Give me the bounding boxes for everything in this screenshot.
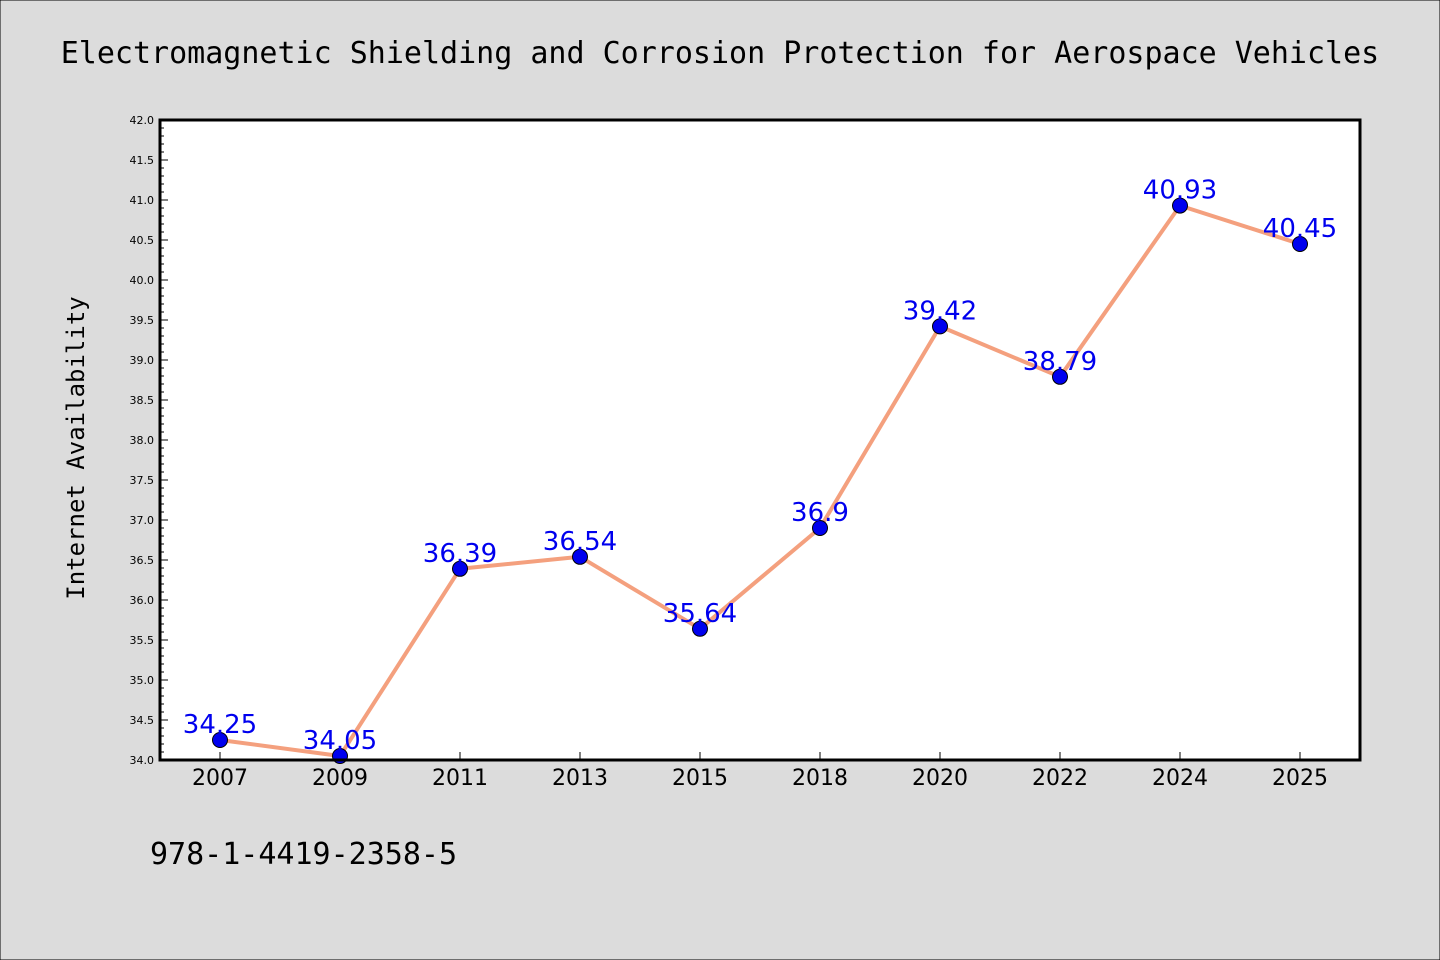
data-label: 40.45 — [1263, 214, 1337, 244]
y-tick-label: 37.0 — [130, 514, 155, 527]
data-label: 39.42 — [903, 296, 977, 326]
y-tick-label: 35.5 — [130, 634, 155, 647]
y-tick-label: 38.0 — [130, 434, 155, 447]
data-label: 36.39 — [423, 539, 497, 569]
data-point — [1292, 236, 1308, 252]
data-label: 34.25 — [183, 710, 257, 740]
y-tick-label: 40.5 — [130, 234, 155, 247]
y-tick-label: 39.0 — [130, 354, 155, 367]
data-point — [1052, 368, 1068, 385]
plot-frame — [158, 118, 1362, 762]
data-point — [692, 620, 708, 637]
isbn-footer: 978-1-4419-2358-5 — [150, 837, 457, 872]
y-tick-label: 42.0 — [130, 114, 155, 127]
plot-area — [160, 120, 1360, 760]
data-labels: 34.25 34.05 36.39 36.54 35.64 36.9 39.42 38.79 4… — [183, 176, 1337, 756]
data-label: 36.54 — [543, 527, 617, 557]
data-label: 34.05 — [303, 726, 377, 756]
y-tick-label: 36.5 — [130, 554, 155, 567]
data-label: 36.9 — [791, 498, 849, 528]
y-tick-label: 38.5 — [130, 394, 155, 407]
data-label: 35.64 — [663, 599, 737, 629]
data-point — [572, 548, 588, 565]
x-tick-label: 2011 — [432, 766, 488, 791]
y-tick-label: 37.5 — [130, 474, 155, 487]
series-line — [219, 203, 1301, 758]
y-tick-label: 36.0 — [130, 594, 155, 607]
x-tick-label: 2022 — [1032, 766, 1088, 791]
y-axis-label: Internet Availability — [62, 296, 90, 599]
y-axis-ticks: 34.0 34.5 35.0 35.5 36.0 36.5 37.0 37.5 38.0 38.5… — [130, 114, 168, 767]
data-point — [212, 732, 228, 748]
x-tick-label: 2007 — [192, 766, 248, 791]
y-tick-label: 41.5 — [130, 154, 155, 167]
x-tick-label: 2025 — [1272, 766, 1328, 791]
series-markers — [212, 197, 1308, 764]
x-tick-label: 2009 — [312, 766, 368, 791]
data-point — [932, 318, 948, 335]
data-point — [1172, 197, 1188, 214]
data-label: 40.93 — [1143, 176, 1217, 206]
y-tick-label: 35.0 — [130, 674, 155, 687]
y-tick-label: 34.5 — [130, 714, 155, 727]
data-label: 38.79 — [1023, 347, 1097, 377]
y-tick-label: 41.0 — [130, 194, 155, 207]
x-tick-label: 2018 — [792, 766, 848, 791]
y-tick-label: 40.0 — [130, 274, 155, 287]
x-tick-label: 2020 — [912, 766, 968, 791]
x-tick-label: 2013 — [552, 766, 608, 791]
x-tick-label: 2015 — [672, 766, 728, 791]
data-point — [452, 560, 468, 577]
y-tick-label: 39.5 — [130, 314, 155, 327]
data-point — [812, 520, 828, 536]
chart-title: Electromagnetic Shielding and Corrosion … — [61, 36, 1380, 71]
x-axis-ticks: 2007 2009 2011 2013 2015 2018 2020 2022 2024 2025 — [192, 752, 1328, 791]
y-tick-label: 34.0 — [130, 754, 155, 767]
x-tick-label: 2024 — [1152, 766, 1208, 791]
